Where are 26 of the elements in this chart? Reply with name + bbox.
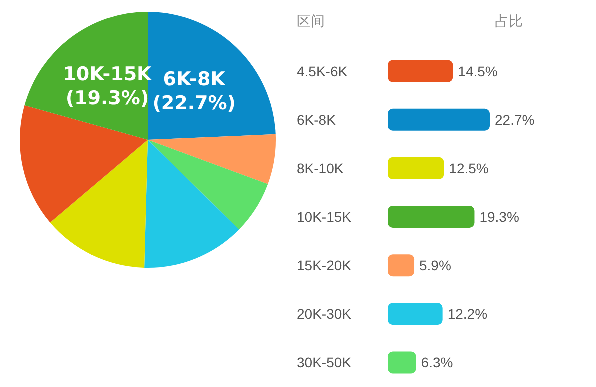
- data-label: 12.5%: [449, 160, 489, 176]
- bar: [388, 254, 415, 277]
- data-label: 5.9%: [420, 258, 452, 274]
- bar: [388, 206, 475, 228]
- y-axis-title: 区间: [297, 13, 325, 29]
- bar: [388, 303, 443, 326]
- bar: [388, 60, 454, 82]
- bar: [388, 108, 490, 131]
- bar: [388, 352, 416, 374]
- data-label: 19.3%: [480, 209, 520, 225]
- data-label: (19.3%): [66, 88, 150, 110]
- data-label: 12.2%: [448, 306, 488, 322]
- y-tick-label: 20K-30K: [297, 306, 352, 322]
- y-tick-label: 15K-20K: [297, 258, 352, 274]
- y-tick-label: 4.5K-6K: [297, 63, 348, 80]
- data-label: 14.5%: [458, 63, 498, 80]
- y-tick-label: 30K-50K: [297, 354, 352, 371]
- data-label: 6.3%: [421, 354, 454, 371]
- y-tick-label: 6K-8K: [297, 112, 337, 128]
- y-tick-label: 10K-15K: [297, 209, 352, 225]
- data-label: (22.7%): [152, 92, 236, 115]
- x-axis-title: 占比: [495, 13, 523, 29]
- y-tick-label: 8K-10K: [297, 160, 344, 176]
- bar: [388, 157, 444, 180]
- data-label: 22.7%: [495, 112, 535, 128]
- slice-label: 6K-8K: [163, 68, 227, 91]
